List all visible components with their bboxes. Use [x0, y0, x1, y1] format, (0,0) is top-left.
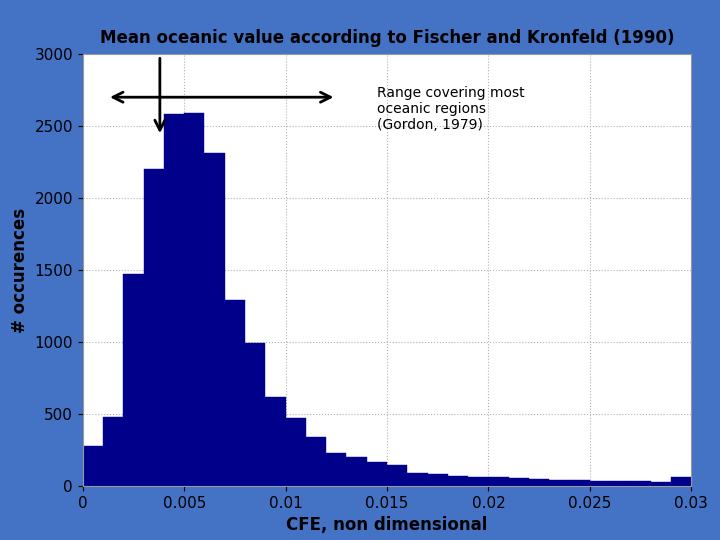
Bar — [225, 300, 245, 486]
Bar — [265, 397, 286, 486]
Bar — [143, 169, 164, 486]
Title: Mean oceanic value according to Fischer and Kronfeld (1990): Mean oceanic value according to Fischer … — [100, 29, 674, 47]
Bar — [570, 480, 590, 486]
Bar — [651, 482, 671, 486]
Bar — [631, 481, 651, 486]
X-axis label: CFE, non dimensional: CFE, non dimensional — [287, 516, 487, 534]
Bar — [549, 480, 570, 486]
Bar — [103, 417, 123, 486]
Bar — [428, 475, 448, 486]
Bar — [408, 473, 428, 486]
Bar — [366, 462, 387, 486]
Bar — [286, 418, 306, 486]
Bar — [204, 153, 225, 486]
Bar — [590, 481, 610, 486]
Bar — [488, 477, 509, 486]
Y-axis label: # occurences: # occurences — [11, 207, 29, 333]
Bar — [529, 479, 549, 486]
Bar — [306, 437, 326, 486]
Bar — [245, 343, 265, 486]
Text: Range covering most
oceanic regions
(Gordon, 1979): Range covering most oceanic regions (Gor… — [377, 86, 524, 132]
Bar — [164, 114, 184, 486]
Bar — [83, 446, 103, 486]
Bar — [387, 465, 408, 486]
Bar — [448, 476, 468, 486]
Bar — [184, 113, 204, 486]
Bar — [509, 478, 529, 486]
Bar — [468, 477, 488, 486]
Bar — [123, 274, 143, 486]
Bar — [346, 457, 366, 486]
Bar — [610, 481, 631, 486]
Bar — [671, 477, 691, 486]
Bar — [326, 453, 346, 486]
